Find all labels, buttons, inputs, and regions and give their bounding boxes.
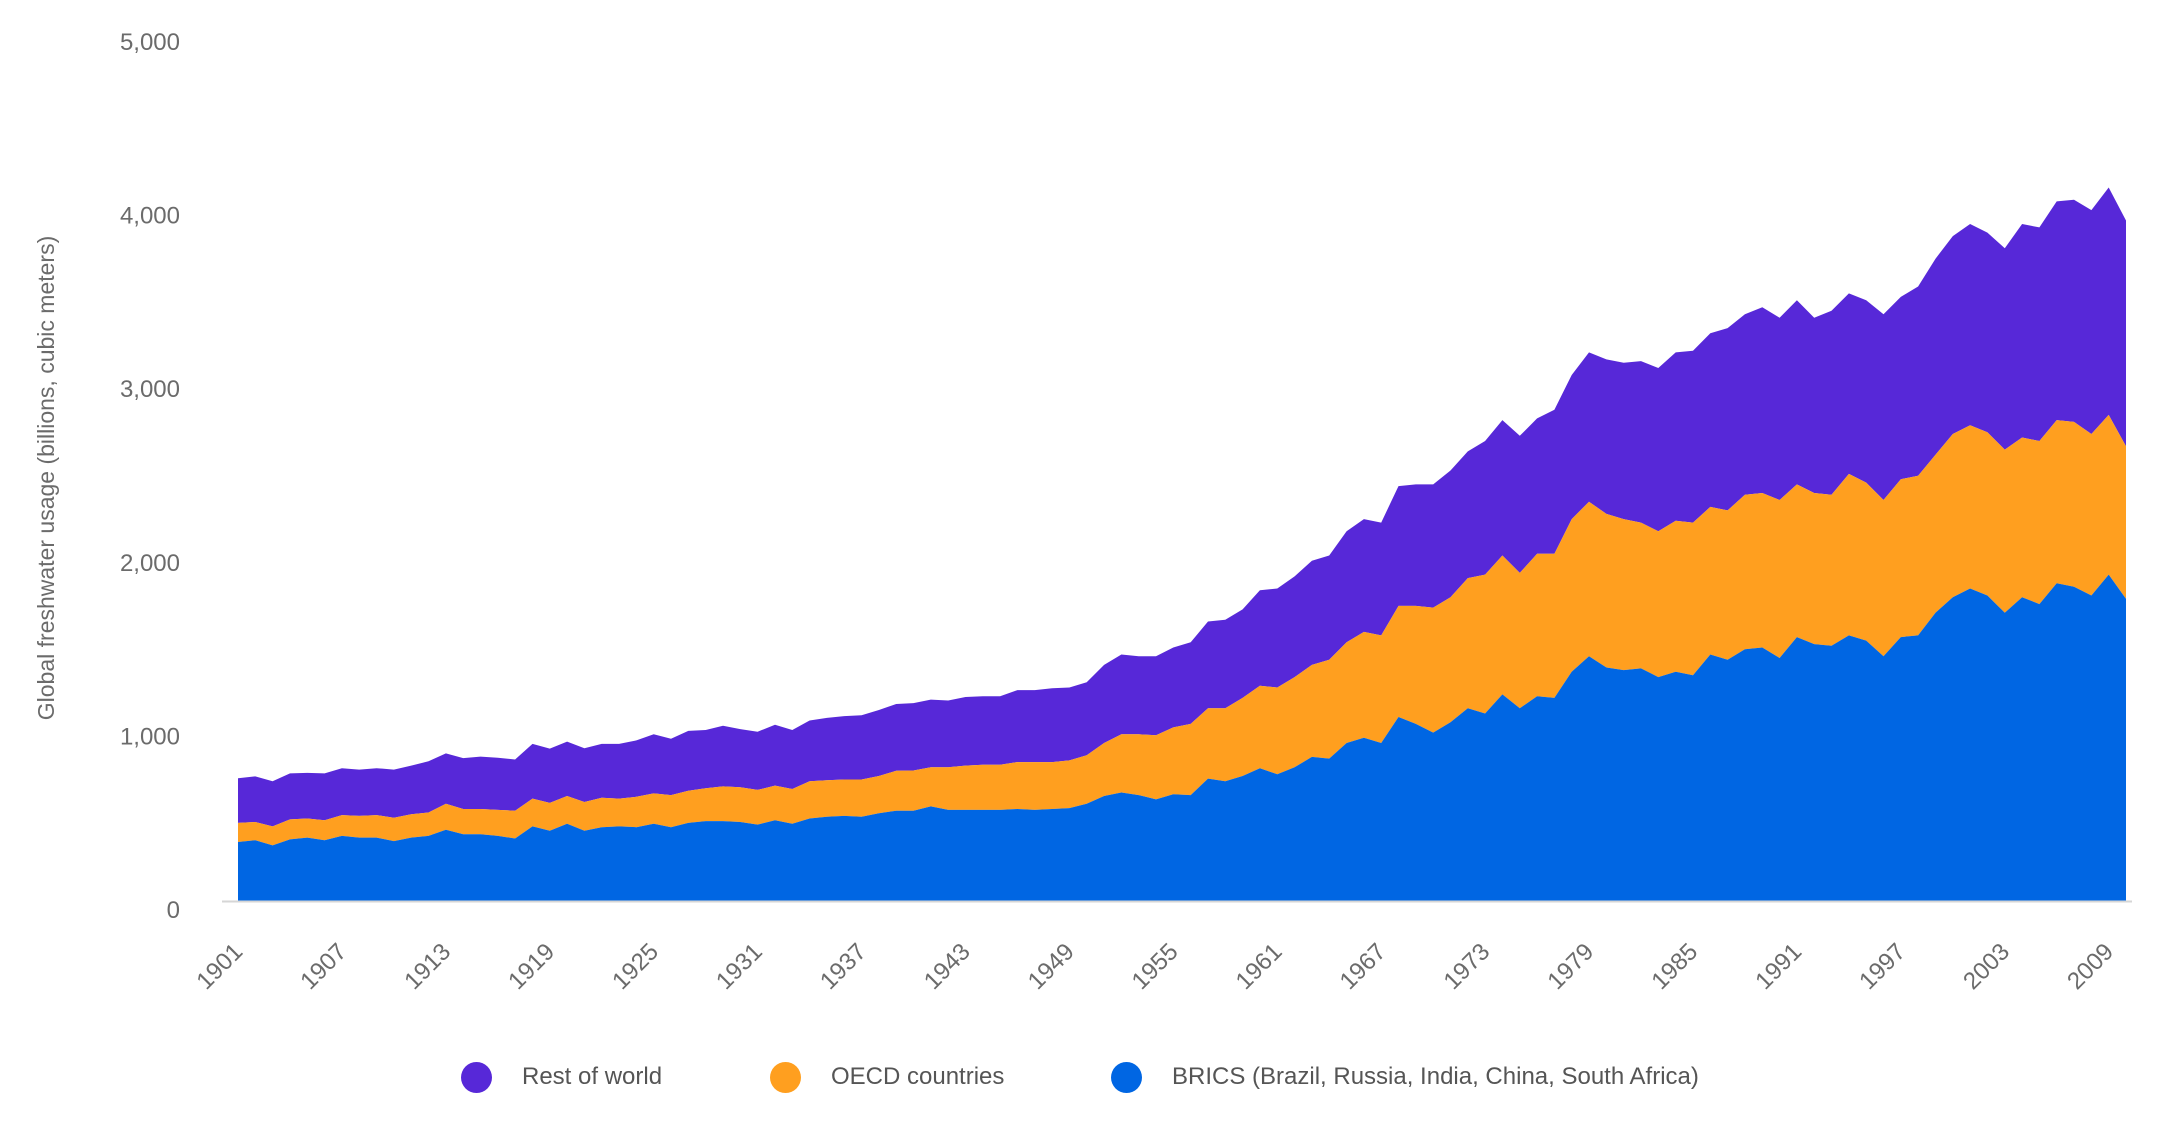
y-tick-label: 1,000 [120, 723, 180, 750]
area-rest [238, 187, 2126, 827]
area-oecd [238, 414, 2126, 846]
x-tick-label: 1949 [1023, 938, 1080, 995]
legend-label: BRICS (Brazil, Russia, India, China, Sou… [1172, 1063, 1699, 1090]
x-tick-label: 1967 [1335, 938, 1392, 995]
x-tick-label: 1901 [191, 938, 248, 995]
legend-item-brics[interactable]: BRICS (Brazil, Russia, India, China, Sou… [1111, 1059, 1699, 1095]
legend-item-rest-of-world[interactable]: Rest of world [461, 1059, 662, 1095]
x-tick-label: 2009 [2062, 938, 2119, 995]
x-tick-label: 1979 [1542, 938, 1599, 995]
x-tick-label: 1985 [1646, 938, 1703, 995]
legend-label: OECD countries [831, 1063, 1005, 1090]
y-tick-label: 0 [167, 897, 180, 924]
x-tick-label: 2003 [1958, 938, 2015, 995]
x-tick-label: 1925 [607, 938, 664, 995]
y-axis-title: Global freshwater usage (billions, cubic… [33, 236, 59, 720]
legend: Rest of world OECD countries BRICS (Braz… [0, 1059, 2160, 1099]
x-tick-label: 1955 [1127, 938, 1184, 995]
x-tick-label: 1943 [919, 938, 976, 995]
x-tick-label: 1907 [295, 938, 352, 995]
legend-swatch-brics [1111, 1061, 1142, 1093]
legend-item-oecd[interactable]: OECD countries [770, 1059, 1004, 1095]
x-tick-label: 1937 [815, 938, 872, 995]
y-tick-label: 5,000 [120, 29, 180, 56]
x-tick-label: 1991 [1750, 938, 1807, 995]
legend-swatch-rest-of-world [461, 1061, 492, 1093]
x-tick-label: 1913 [399, 938, 456, 995]
legend-swatch-oecd [770, 1061, 801, 1093]
y-tick-label: 4,000 [120, 203, 180, 230]
x-axis-ticks: 1901 1907 1913 1919 1925 1931 1937 1943 1949 1955… [191, 938, 2119, 995]
x-tick-label: 1919 [503, 938, 560, 995]
x-tick-label: 1997 [1854, 938, 1911, 995]
legend-label: Rest of world [522, 1063, 663, 1090]
x-tick-label: 1931 [711, 938, 768, 995]
y-tick-label: 3,000 [120, 376, 180, 403]
area-layer [238, 187, 2126, 901]
y-axis-ticks: 0 1,000 2,000 3,000 4,000 5,000 [120, 29, 180, 924]
x-tick-label: 1973 [1438, 938, 1495, 995]
x-tick-label: 1961 [1231, 938, 1288, 995]
area-brics [238, 574, 2126, 901]
y-tick-label: 2,000 [120, 550, 180, 577]
